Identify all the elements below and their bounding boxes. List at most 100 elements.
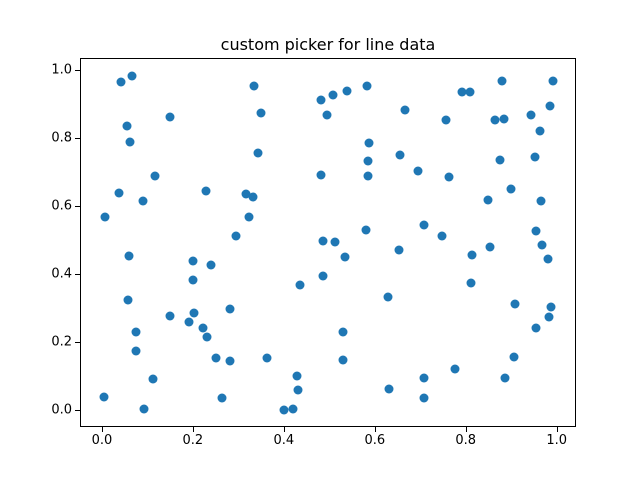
data-point[interactable] — [189, 308, 199, 318]
data-point[interactable] — [150, 171, 160, 181]
data-point[interactable] — [249, 81, 259, 91]
x-tick-mark — [374, 427, 376, 433]
data-point[interactable] — [546, 302, 556, 312]
data-point[interactable] — [211, 353, 221, 363]
data-point[interactable] — [328, 90, 338, 100]
data-point[interactable] — [413, 166, 423, 176]
data-point[interactable] — [330, 237, 340, 247]
data-point[interactable] — [148, 374, 158, 384]
data-point[interactable] — [419, 393, 429, 403]
data-point[interactable] — [202, 332, 212, 342]
data-point[interactable] — [363, 171, 373, 181]
data-point[interactable] — [225, 304, 235, 314]
data-point[interactable] — [526, 110, 536, 120]
data-point[interactable] — [536, 196, 546, 206]
data-point[interactable] — [231, 231, 241, 241]
data-point[interactable] — [293, 385, 303, 395]
data-point[interactable] — [419, 373, 429, 383]
data-point[interactable] — [123, 295, 133, 305]
data-point[interactable] — [510, 299, 520, 309]
data-point[interactable] — [241, 189, 251, 199]
data-point[interactable] — [188, 256, 198, 266]
data-point[interactable] — [131, 346, 141, 356]
data-point[interactable] — [467, 250, 477, 260]
data-point[interactable] — [262, 353, 272, 363]
data-point[interactable] — [125, 137, 135, 147]
data-point[interactable] — [338, 355, 348, 365]
data-point[interactable] — [537, 240, 547, 250]
data-point[interactable] — [292, 371, 302, 381]
data-point[interactable] — [530, 152, 540, 162]
data-point[interactable] — [316, 95, 326, 105]
data-point[interactable] — [139, 404, 149, 414]
data-point[interactable] — [466, 278, 476, 288]
y-tick-label: 0.0 — [51, 402, 72, 418]
data-point[interactable] — [441, 115, 451, 125]
data-point[interactable] — [499, 114, 509, 124]
data-point[interactable] — [318, 236, 328, 246]
data-point[interactable] — [124, 251, 134, 261]
data-point[interactable] — [116, 77, 126, 87]
data-point[interactable] — [316, 170, 326, 180]
data-point[interactable] — [543, 254, 553, 264]
data-point[interactable] — [165, 112, 175, 122]
data-point[interactable] — [225, 356, 235, 366]
data-point[interactable] — [506, 184, 516, 194]
data-point[interactable] — [465, 87, 475, 97]
data-point[interactable] — [383, 292, 393, 302]
data-point[interactable] — [279, 405, 289, 415]
data-point[interactable] — [114, 188, 124, 198]
data-point[interactable] — [363, 156, 373, 166]
data-point[interactable] — [184, 317, 194, 327]
x-tick-mark — [283, 427, 285, 433]
data-point[interactable] — [295, 280, 305, 290]
data-point[interactable] — [400, 105, 410, 115]
data-point[interactable] — [253, 148, 263, 158]
data-point[interactable] — [122, 121, 132, 131]
data-point[interactable] — [288, 404, 298, 414]
data-point[interactable] — [450, 364, 460, 374]
data-point[interactable] — [490, 115, 499, 125]
data-point[interactable] — [342, 86, 352, 96]
data-point[interactable] — [548, 76, 558, 86]
data-point[interactable] — [188, 275, 198, 285]
data-point[interactable] — [318, 271, 328, 281]
data-point[interactable] — [131, 327, 141, 337]
data-point[interactable] — [531, 226, 541, 236]
data-point[interactable] — [340, 252, 350, 262]
data-point[interactable] — [322, 110, 332, 120]
data-point[interactable] — [138, 196, 148, 206]
data-point[interactable] — [509, 352, 519, 362]
data-point[interactable] — [495, 155, 504, 165]
data-point[interactable] — [127, 71, 137, 81]
data-point[interactable] — [217, 393, 227, 403]
data-point[interactable] — [437, 231, 447, 241]
data-point[interactable] — [361, 225, 371, 235]
data-point[interactable] — [457, 87, 467, 97]
data-point[interactable] — [362, 81, 372, 91]
data-point[interactable] — [497, 76, 507, 86]
data-point[interactable] — [485, 242, 495, 252]
data-point[interactable] — [395, 150, 405, 160]
data-point[interactable] — [500, 373, 510, 383]
data-point[interactable] — [384, 384, 394, 394]
data-point[interactable] — [206, 260, 216, 270]
data-point[interactable] — [99, 392, 109, 402]
data-point[interactable] — [256, 108, 266, 118]
data-point[interactable] — [364, 138, 374, 148]
data-point[interactable] — [531, 323, 541, 333]
data-point[interactable] — [198, 323, 208, 333]
data-point[interactable] — [201, 186, 211, 196]
data-point[interactable] — [248, 192, 258, 202]
data-point[interactable] — [535, 126, 545, 136]
data-point[interactable] — [444, 172, 454, 182]
data-point[interactable] — [544, 312, 554, 322]
data-point[interactable] — [100, 212, 110, 222]
data-point[interactable] — [394, 245, 404, 255]
data-point[interactable] — [545, 101, 555, 111]
data-point[interactable] — [165, 311, 175, 321]
data-point[interactable] — [338, 327, 348, 337]
data-point[interactable] — [483, 195, 493, 205]
data-point[interactable] — [244, 212, 254, 222]
data-point[interactable] — [419, 220, 429, 230]
